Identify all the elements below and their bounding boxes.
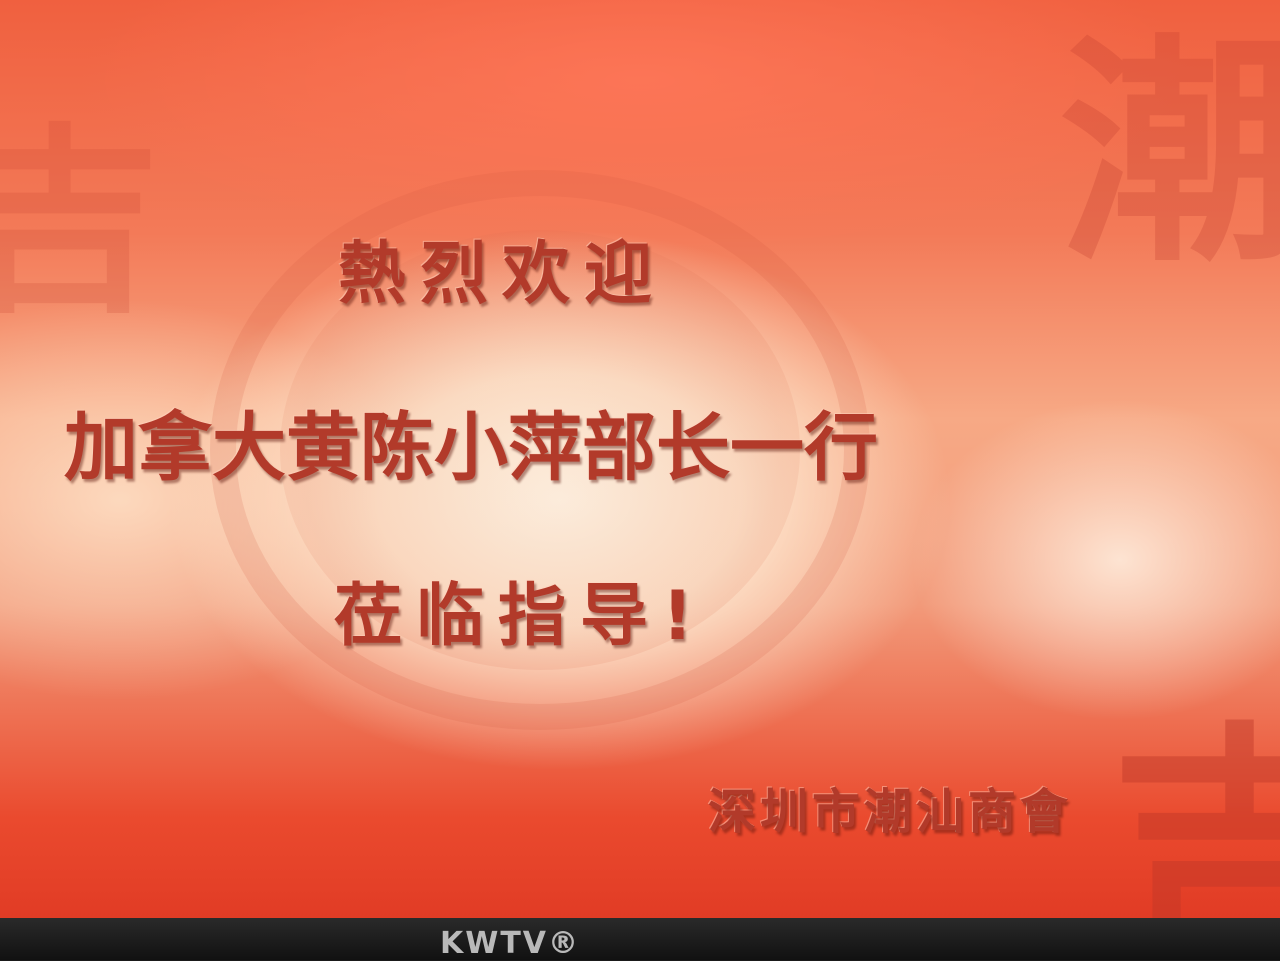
- tv-brand-logo: KWTV®: [440, 926, 581, 961]
- guest-name-line: 加拿大黄陈小萍部长一行: [64, 405, 878, 491]
- guidance-line: 莅临指导!: [334, 577, 708, 656]
- welcome-heading: 熱烈欢迎: [338, 235, 667, 314]
- watermark-glyph-bottom-right: 吉: [1110, 699, 1280, 930]
- watermark-glyph-left: 吉: [0, 105, 161, 340]
- tv-bezel: [0, 918, 1280, 960]
- watermark-seal-fill: [280, 230, 800, 670]
- organization-signature: 深圳市潮汕商會: [708, 784, 1073, 840]
- tv-screen: 吉 潮 吉 熱烈欢迎 加拿大黄陈小萍部长一行 莅临指导! 深圳市潮汕商會: [0, 0, 1280, 930]
- watermark-glyph-top-right: 潮: [1060, 12, 1280, 294]
